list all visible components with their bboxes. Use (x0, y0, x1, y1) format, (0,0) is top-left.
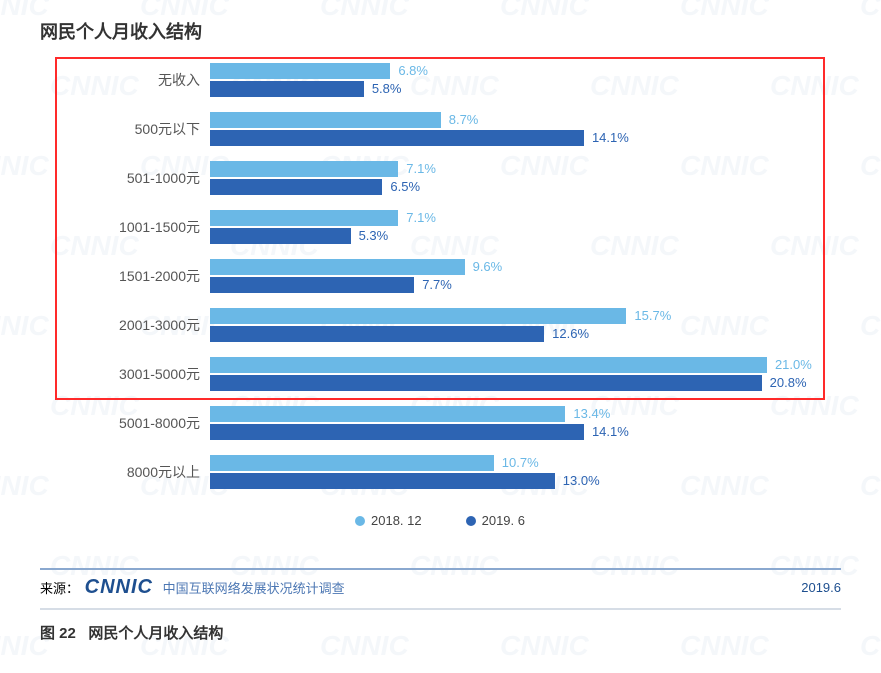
chart-row: 8000元以上10.7%13.0% (60, 447, 820, 496)
chart-row: 5001-8000元13.4%14.1% (60, 398, 820, 447)
bar: 10.7% (210, 455, 494, 471)
category-label: 2001-3000元 (60, 315, 210, 335)
bar-pair: 15.7% 12.6% (210, 300, 820, 349)
bar: 15.7% (210, 308, 626, 324)
value-label: 13.4% (565, 406, 610, 422)
source-label: 来源： (40, 581, 79, 596)
value-label: 21.0% (767, 357, 812, 373)
chart-row: 1001-1500元7.1%5.3% (60, 202, 820, 251)
chart-row: 500元以下8.7%14.1% (60, 104, 820, 153)
category-label: 501-1000元 (60, 168, 210, 188)
value-label: 7.1% (398, 210, 436, 226)
value-label: 14.1% (584, 424, 629, 440)
category-label: 无收入 (60, 70, 210, 90)
bar: 12.6% (210, 326, 544, 342)
value-label: 13.0% (555, 473, 600, 489)
value-label: 12.6% (544, 326, 589, 342)
value-label: 9.6% (465, 259, 503, 275)
chart-row: 2001-3000元15.7%12.6% (60, 300, 820, 349)
bar-pair: 21.0% 20.8% (210, 349, 820, 398)
caption-rule (40, 608, 841, 610)
chart-row: 无收入6.8%5.8% (60, 55, 820, 104)
value-label: 5.3% (351, 228, 389, 244)
figure-caption: 图 22 网民个人月收入结构 (40, 622, 223, 643)
category-label: 8000元以上 (60, 462, 210, 482)
caption-text: 网民个人月收入结构 (88, 625, 223, 642)
category-label: 500元以下 (60, 119, 210, 139)
source-text: 中国互联网络发展状况统计调查 (163, 581, 345, 596)
page-title: 网民个人月收入结构 (40, 18, 202, 44)
category-label: 5001-8000元 (60, 413, 210, 433)
source-rule (40, 568, 841, 570)
bar-pair: 6.8% 5.8% (210, 55, 820, 104)
bar: 6.8% (210, 63, 390, 79)
bar-pair: 7.1% 5.3% (210, 202, 820, 251)
value-label: 14.1% (584, 130, 629, 146)
bar: 9.6% (210, 259, 465, 275)
bar-chart: 无收入6.8%5.8%500元以下8.7%14.1%501-1000元7.1%6… (60, 55, 820, 496)
value-label: 10.7% (494, 455, 539, 471)
bar: 14.1% (210, 130, 584, 146)
value-label: 6.8% (390, 63, 428, 79)
cnnic-logo: CNNIC (85, 576, 153, 598)
legend-label: 2019. 6 (482, 513, 525, 528)
bar: 7.1% (210, 161, 398, 177)
bar-pair: 10.7% 13.0% (210, 447, 820, 496)
source-line: 来源： CNNIC 中国互联网络发展状况统计调查 2019.6 (40, 576, 841, 599)
value-label: 7.1% (398, 161, 436, 177)
source-left: 来源： CNNIC 中国互联网络发展状况统计调查 (40, 576, 345, 599)
bar-pair: 8.7% 14.1% (210, 104, 820, 153)
legend-swatch (466, 516, 476, 526)
value-label: 7.7% (414, 277, 452, 293)
legend: 2018. 12 2019. 6 (60, 513, 820, 529)
legend-label: 2018. 12 (371, 513, 422, 528)
value-label: 5.8% (364, 81, 402, 97)
chart-row: 501-1000元7.1%6.5% (60, 153, 820, 202)
chart-row: 1501-2000元9.6%7.7% (60, 251, 820, 300)
legend-item: 2019. 6 (466, 513, 525, 528)
legend-item: 2018. 12 (355, 513, 422, 528)
category-label: 1501-2000元 (60, 266, 210, 286)
bar: 5.3% (210, 228, 351, 244)
bar: 13.4% (210, 406, 565, 422)
bar: 20.8% (210, 375, 762, 391)
bar: 7.1% (210, 210, 398, 226)
category-label: 3001-5000元 (60, 364, 210, 384)
caption-prefix: 图 22 (40, 625, 76, 642)
bar-pair: 7.1% 6.5% (210, 153, 820, 202)
bar-pair: 9.6% 7.7% (210, 251, 820, 300)
chart-row: 3001-5000元21.0%20.8% (60, 349, 820, 398)
legend-swatch (355, 516, 365, 526)
bar: 6.5% (210, 179, 382, 195)
value-label: 20.8% (762, 375, 807, 391)
source-date: 2019.6 (801, 580, 841, 595)
category-label: 1001-1500元 (60, 217, 210, 237)
value-label: 15.7% (626, 308, 671, 324)
bar: 8.7% (210, 112, 441, 128)
value-label: 6.5% (382, 179, 420, 195)
bar: 14.1% (210, 424, 584, 440)
bar-pair: 13.4% 14.1% (210, 398, 820, 447)
bar: 7.7% (210, 277, 414, 293)
bar: 21.0% (210, 357, 767, 373)
value-label: 8.7% (441, 112, 479, 128)
bar: 13.0% (210, 473, 555, 489)
bar: 5.8% (210, 81, 364, 97)
